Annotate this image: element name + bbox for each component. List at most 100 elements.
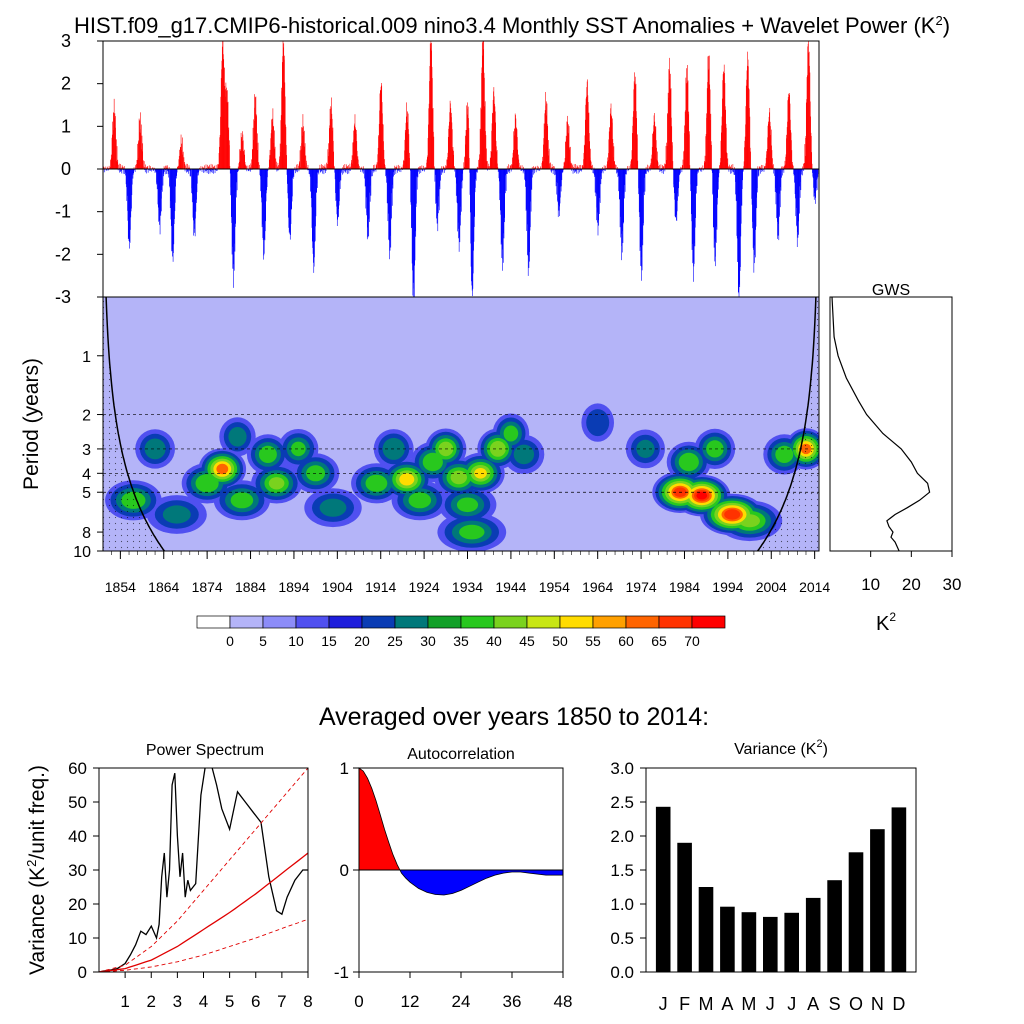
sst-bar <box>441 169 443 172</box>
sst-bar <box>662 166 664 169</box>
sst-bar <box>479 158 481 169</box>
sst-bar <box>554 169 555 176</box>
ac-x-tick-label: 0 <box>354 992 363 1011</box>
variance-month-label: D <box>892 994 905 1014</box>
sst-bar <box>379 110 380 169</box>
sst-bar <box>484 101 486 169</box>
sst-bar <box>794 169 795 183</box>
sst-bar <box>468 128 470 169</box>
sst-bar <box>747 65 748 169</box>
sst-bar <box>118 163 120 169</box>
sst-bar <box>387 169 389 222</box>
sst-bar <box>792 166 794 169</box>
sst-y-tick-label: 0 <box>61 159 71 179</box>
sst-bar <box>522 169 524 174</box>
sst-bar <box>346 166 348 169</box>
sst-bar <box>391 169 393 194</box>
sst-bar <box>753 169 754 250</box>
ps-y-tick-label: 20 <box>68 895 87 914</box>
sst-bar <box>435 169 436 204</box>
sst-bar <box>739 169 741 271</box>
sst-bar <box>344 169 345 172</box>
sst-bar <box>765 157 767 169</box>
sst-bar <box>534 169 536 174</box>
sst-bar <box>216 169 217 172</box>
sst-bar <box>730 166 731 169</box>
sst-bar <box>311 169 312 208</box>
sst-bar <box>709 55 710 169</box>
sst-bar <box>383 149 385 169</box>
sst-bar <box>199 169 201 171</box>
sst-bar <box>795 169 797 208</box>
sst-bar <box>107 169 109 171</box>
sst-bar <box>266 169 268 188</box>
sst-bar <box>349 169 350 171</box>
sst-bar <box>696 169 698 186</box>
sst-bar <box>723 64 725 169</box>
sst-bar <box>638 169 639 195</box>
sst-bar <box>121 167 122 169</box>
sst-bar <box>665 145 667 169</box>
sst-bar <box>770 126 771 169</box>
sst-bar <box>341 169 342 173</box>
sst-bar <box>572 169 574 174</box>
ac-x-tick-label: 48 <box>554 992 573 1011</box>
sst-bar <box>555 169 556 172</box>
sst-bar <box>170 169 172 226</box>
sst-bar <box>610 103 612 169</box>
sst-bar <box>811 152 813 169</box>
sst-bar <box>208 166 210 169</box>
sst-bar <box>755 169 757 227</box>
sst-bar <box>399 169 400 172</box>
sst-bar <box>812 169 813 173</box>
sst-bar <box>586 96 587 169</box>
wavelet-y-tick-label: 4 <box>82 466 91 483</box>
sst-bar <box>714 169 715 239</box>
sst-bar <box>708 55 709 169</box>
sst-bar <box>736 169 737 202</box>
sst-bar <box>130 169 131 230</box>
sst-bar <box>776 169 778 218</box>
power-spectrum-spectrum <box>101 768 308 972</box>
sst-bar <box>455 169 456 178</box>
sst-bar <box>191 169 192 194</box>
sst-bar <box>550 162 551 169</box>
sst-bar <box>643 169 644 226</box>
sst-bar <box>369 169 371 193</box>
sst-bar <box>235 169 237 192</box>
sst-bar <box>564 162 565 169</box>
wavelet-contour <box>290 441 306 457</box>
sst-bar <box>414 169 416 261</box>
sst-bar <box>734 167 735 169</box>
sst-bar <box>439 169 441 190</box>
sst-bar <box>313 169 314 263</box>
sst-bar <box>411 169 413 264</box>
sst-bar <box>282 41 284 169</box>
sst-bar <box>783 169 785 173</box>
sst-bar <box>123 166 125 169</box>
sst-bar <box>718 169 720 178</box>
sst-bar <box>328 143 329 169</box>
sst-bar <box>211 167 213 169</box>
sst-bar <box>730 169 731 174</box>
sst-bar <box>750 151 751 169</box>
sst-bar <box>500 169 502 215</box>
sst-bar <box>425 167 426 169</box>
sst-bar <box>489 157 491 169</box>
sst-bar <box>741 169 743 206</box>
sst-bar <box>257 133 258 169</box>
sst-bar <box>490 150 492 169</box>
sst-bar <box>363 169 365 173</box>
sst-bar <box>157 169 158 184</box>
sst-bar <box>778 169 779 224</box>
colorbar-label: 55 <box>585 633 601 649</box>
sst-bar <box>666 142 667 169</box>
sst-bar <box>470 169 472 267</box>
sst-bar <box>349 169 351 171</box>
sst-bar <box>103 166 104 169</box>
sst-bar <box>156 169 158 183</box>
sst-bar <box>805 135 807 169</box>
sst-bar <box>702 165 704 169</box>
sst-bar <box>570 146 571 169</box>
